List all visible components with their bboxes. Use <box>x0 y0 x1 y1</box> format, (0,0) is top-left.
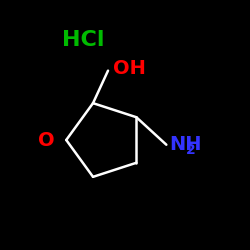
Text: NH: NH <box>169 135 201 154</box>
Text: OH: OH <box>113 59 146 78</box>
Text: 2: 2 <box>186 143 196 157</box>
Text: HCl: HCl <box>62 30 105 50</box>
Text: O: O <box>38 130 55 150</box>
